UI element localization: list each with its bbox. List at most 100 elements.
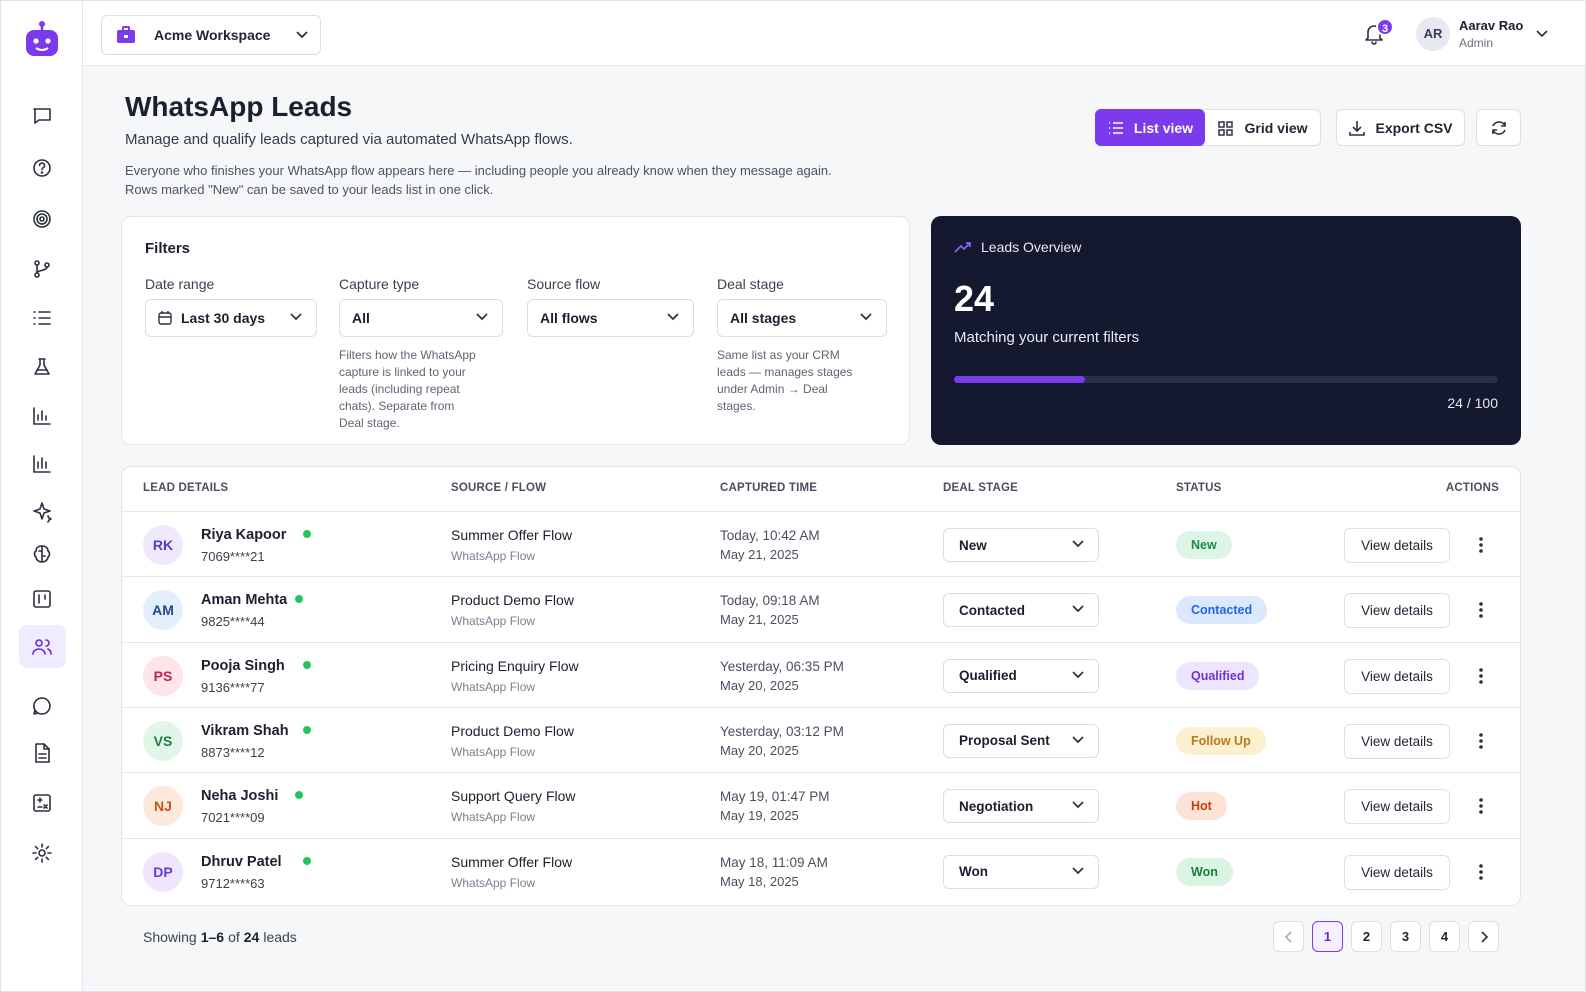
nav-item[interactable] <box>31 588 53 610</box>
nav-item[interactable] <box>31 307 53 329</box>
nav-item-svg <box>33 159 51 177</box>
page-button[interactable]: 2 <box>1351 921 1382 952</box>
avatar: AM <box>143 590 183 631</box>
stage-select[interactable]: Proposal Sent <box>943 723 1099 758</box>
lead-name: Pooja Singh <box>201 657 285 674</box>
page-button[interactable]: 4 <box>1429 921 1460 952</box>
nav-item[interactable] <box>31 258 53 280</box>
filter-value: All <box>352 310 370 326</box>
captured-date: May 19, 2025 <box>720 808 799 824</box>
avatar: PS <box>143 655 183 696</box>
view-details-button[interactable]: View details <box>1344 528 1450 563</box>
status-badge: Won <box>1176 857 1233 886</box>
more-button[interactable] <box>1477 536 1485 554</box>
nav-item[interactable] <box>31 742 53 764</box>
stage-value: Qualified <box>959 668 1017 684</box>
filter-select[interactable]: All stages <box>717 299 887 337</box>
page-number: 3 <box>1401 929 1410 944</box>
page-number: 4 <box>1440 929 1449 944</box>
summary-part: 24 <box>243 929 260 945</box>
status-badge: Hot <box>1176 792 1227 821</box>
nav-item[interactable] <box>31 792 53 814</box>
table-row: DP Dhruv Patel 9712****63 Summer Offer Flow… <box>122 837 1520 904</box>
nav-item[interactable] <box>31 842 53 864</box>
page-button[interactable]: 1 <box>1312 921 1343 952</box>
nav-item[interactable] <box>31 695 53 717</box>
view-icon <box>1107 120 1125 136</box>
nav-item-svg <box>33 311 51 325</box>
lead-name: Dhruv Patel <box>201 853 282 870</box>
calendar-icon-svg <box>158 311 172 325</box>
nav-item[interactable] <box>31 157 53 179</box>
stage-select[interactable]: Qualified <box>943 658 1099 693</box>
stage-select[interactable]: New <box>943 528 1099 562</box>
stage-value: Contacted <box>959 602 1026 618</box>
view-icon-svg <box>1218 120 1234 136</box>
chevron-left <box>1284 930 1293 943</box>
stage-select[interactable]: Contacted <box>943 593 1099 628</box>
nav-item[interactable] <box>31 453 53 475</box>
chevron-svg <box>1072 605 1084 613</box>
captured-date: May 20, 2025 <box>720 677 799 693</box>
chevron <box>476 313 488 321</box>
overview-count: 24 <box>954 278 995 319</box>
nav-item[interactable] <box>31 405 53 427</box>
filter-select[interactable]: All flows <box>527 299 694 337</box>
more-button[interactable] <box>1477 601 1485 619</box>
workspace-name: Acme Workspace <box>154 27 271 43</box>
view-details-button[interactable]: View details <box>1344 789 1450 825</box>
more-button[interactable] <box>1477 863 1485 881</box>
page-button[interactable]: 3 <box>1390 921 1421 952</box>
flow-channel: WhatsApp Flow <box>451 875 536 890</box>
view-button[interactable]: List view <box>1095 109 1205 146</box>
nav-item[interactable] <box>31 543 53 565</box>
nav-item-svg <box>33 545 51 563</box>
filter-select[interactable]: Last 30 days <box>145 299 317 337</box>
more-button[interactable] <box>1477 667 1485 685</box>
captured-date: May 21, 2025 <box>720 612 799 628</box>
lead-name: Riya Kapoor <box>201 527 287 543</box>
nav-item[interactable] <box>31 501 53 523</box>
nav-item[interactable] <box>31 105 53 127</box>
page-number: 2 <box>1362 929 1371 944</box>
refresh-icon <box>1490 119 1508 137</box>
nav-item[interactable] <box>31 356 53 378</box>
workspace-switcher[interactable]: Acme Workspace <box>101 15 321 55</box>
flow-name: Support Query Flow <box>451 788 576 805</box>
leads-table: LEAD DETAILS SOURCE / FLOW CAPTURED TIME DE… <box>121 466 1521 906</box>
online-dot <box>295 791 303 800</box>
lead-phone: 7021****09 <box>201 810 265 826</box>
refresh-button[interactable] <box>1476 109 1521 146</box>
nav-item-svg <box>35 743 50 763</box>
filter-select[interactable]: All <box>339 299 503 337</box>
view-toggle: List view Grid view <box>1095 109 1321 146</box>
nav-item[interactable] <box>31 208 53 230</box>
chevron-svg <box>1072 801 1084 809</box>
view-details-button[interactable]: View details <box>1344 854 1450 890</box>
view-details-button[interactable]: View details <box>1344 658 1450 694</box>
progress-track <box>954 376 1498 383</box>
next-page[interactable] <box>1468 921 1499 952</box>
view-details-button[interactable]: View details <box>1344 593 1450 629</box>
view-details-button[interactable]: View details <box>1344 723 1450 759</box>
filter-help: Same list as your CRM leads — manages st… <box>717 348 853 413</box>
summary-part: leads <box>263 929 297 945</box>
more-button-svg <box>1479 798 1483 814</box>
export-button[interactable]: Export CSV <box>1336 109 1465 146</box>
chevron-svg <box>1072 670 1084 678</box>
online-dot <box>303 856 312 865</box>
more-button[interactable] <box>1477 797 1485 815</box>
stage-select[interactable]: Won <box>943 854 1099 889</box>
download-icon-svg <box>1349 120 1366 136</box>
lead-name: Aman Mehta <box>201 592 288 609</box>
view-button[interactable]: Grid view <box>1204 109 1321 146</box>
nav-item-svg <box>33 455 51 473</box>
nav-item-svg <box>33 210 51 228</box>
stage-select[interactable]: Negotiation <box>943 789 1099 824</box>
more-button[interactable] <box>1477 732 1485 750</box>
nav-item[interactable] <box>31 636 53 658</box>
user-avatar[interactable]: AR <box>1416 17 1450 51</box>
chevron <box>290 313 302 321</box>
nav-item-svg <box>33 502 52 523</box>
